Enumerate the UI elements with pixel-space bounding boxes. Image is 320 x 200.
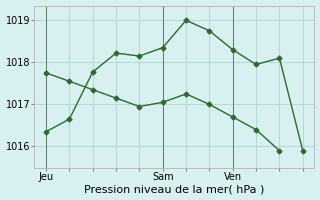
X-axis label: Pression niveau de la mer( hPa ): Pression niveau de la mer( hPa ) — [84, 184, 265, 194]
